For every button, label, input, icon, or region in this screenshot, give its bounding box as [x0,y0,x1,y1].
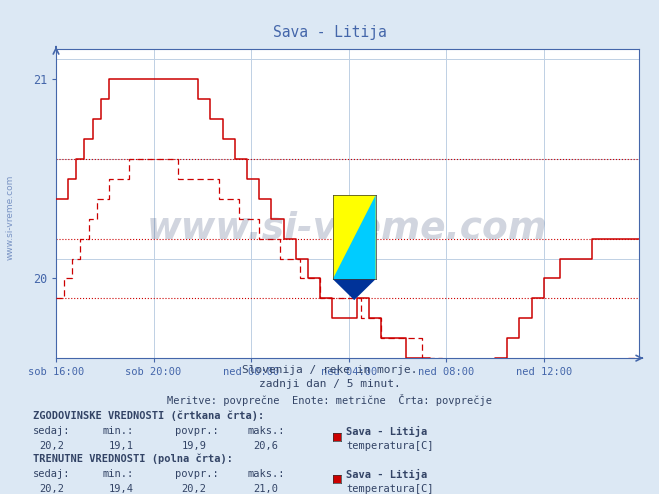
Text: min.:: min.: [102,469,133,479]
Text: temperatura[C]: temperatura[C] [346,484,434,494]
Text: povpr.:: povpr.: [175,469,218,479]
Text: povpr.:: povpr.: [175,426,218,436]
Text: Sava - Litija: Sava - Litija [273,25,386,40]
Text: ZGODOVINSKE VREDNOSTI (črtkana črta):: ZGODOVINSKE VREDNOSTI (črtkana črta): [33,410,264,420]
Text: 19,1: 19,1 [109,441,134,451]
Text: min.:: min.: [102,426,133,436]
Text: sedaj:: sedaj: [33,469,71,479]
Text: temperatura[C]: temperatura[C] [346,441,434,451]
Text: maks.:: maks.: [247,469,285,479]
Text: www.si-vreme.com: www.si-vreme.com [5,175,14,260]
Text: 19,4: 19,4 [109,484,134,494]
Polygon shape [333,279,376,300]
Polygon shape [333,195,376,279]
Text: Sava - Litija: Sava - Litija [346,469,427,480]
Text: sedaj:: sedaj: [33,426,71,436]
Text: TRENUTNE VREDNOSTI (polna črta):: TRENUTNE VREDNOSTI (polna črta): [33,453,233,464]
Text: zadnji dan / 5 minut.: zadnji dan / 5 minut. [258,379,401,389]
Text: 19,9: 19,9 [181,441,206,451]
Text: 20,2: 20,2 [40,484,65,494]
Text: Slovenija / reke in morje.: Slovenija / reke in morje. [242,365,417,374]
Text: 20,6: 20,6 [254,441,279,451]
Text: 21,0: 21,0 [254,484,279,494]
Text: Sava - Litija: Sava - Litija [346,426,427,437]
Text: 20,2: 20,2 [181,484,206,494]
Text: 20,2: 20,2 [40,441,65,451]
Text: maks.:: maks.: [247,426,285,436]
Text: Meritve: povprečne  Enote: metrične  Črta: povprečje: Meritve: povprečne Enote: metrične Črta:… [167,394,492,406]
Text: www.si-vreme.com: www.si-vreme.com [147,210,548,247]
